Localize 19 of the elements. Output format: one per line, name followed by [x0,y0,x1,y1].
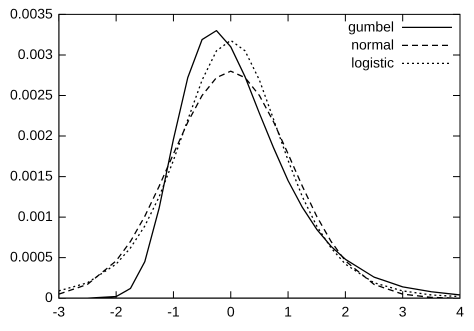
x-tick-label: 2 [341,303,350,320]
legend-label: normal [351,36,394,52]
x-tick-label: -2 [110,303,123,320]
x-tick-label: 3 [398,303,407,320]
x-tick-label: -3 [52,303,66,320]
y-tick-label: 0 [45,289,54,306]
y-tick-label: 0.001 [18,208,54,224]
legend-label: gumbel [348,18,394,34]
legend-label: logistic [351,54,394,70]
y-tick-label: 0.0025 [10,86,54,102]
y-tick-label: 0.0035 [10,5,54,22]
y-tick-label: 0.002 [18,126,54,143]
x-tick-label: 0 [226,303,235,320]
x-tick-label: 4 [456,303,464,320]
x-tick-label: 1 [284,303,292,320]
y-tick-label: 0.0015 [10,167,54,184]
y-tick-label: 0.003 [18,46,54,62]
x-tick-label: -1 [167,303,180,320]
y-tick-label: 0.0005 [10,248,54,265]
